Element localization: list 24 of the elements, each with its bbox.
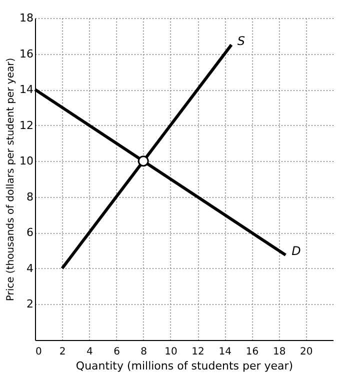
x-tick-label: 6 — [114, 346, 120, 358]
x-tick-label: 20 — [300, 346, 313, 358]
y-tick-label: 10 — [20, 154, 34, 168]
x-axis-title: Quantity (millions of students per year) — [76, 360, 294, 372]
y-tick-label: 4 — [26, 262, 34, 275]
series-label: S — [237, 34, 246, 48]
y-tick-label: 2 — [26, 298, 34, 311]
y-tick-label: 6 — [26, 226, 34, 240]
y-axis-title: Price (thousands of dollars per student per year) — [6, 58, 17, 302]
y-tick-label: 16 — [20, 47, 34, 60]
y-tick-label: 8 — [26, 190, 34, 204]
series-label: D — [292, 244, 301, 258]
x-tick-label: 0 — [36, 346, 42, 358]
x-tick-label: 18 — [272, 346, 286, 358]
x-tick-label: 2 — [59, 346, 66, 358]
x-tick-label: 8 — [140, 346, 148, 358]
y-tick-label: 12 — [20, 118, 34, 132]
y-tick-label: 18 — [20, 12, 34, 24]
x-tick-label: 4 — [86, 346, 93, 358]
x-tick-label: 12 — [192, 346, 204, 358]
x-tick-label: 14 — [218, 346, 232, 358]
x-tick-label: 10 — [164, 346, 178, 358]
x-tick-label: 16 — [246, 346, 259, 358]
y-tick-label: 14 — [20, 83, 34, 96]
